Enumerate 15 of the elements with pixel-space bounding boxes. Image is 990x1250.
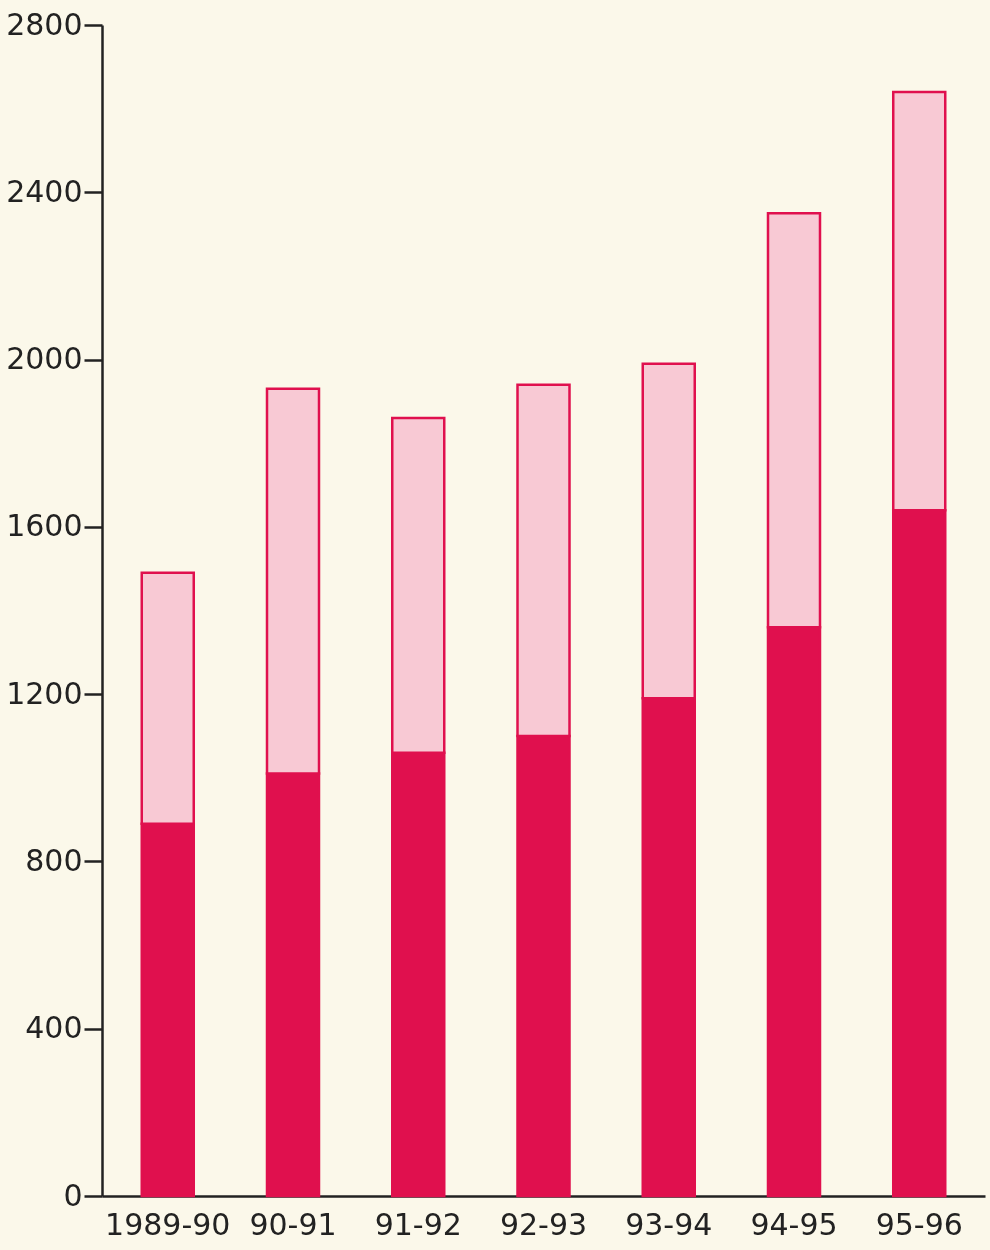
x-tick-label: 1989-90	[105, 1206, 231, 1242]
y-tick-label: 2800	[6, 6, 83, 42]
y-tick-label: 400	[25, 1010, 83, 1046]
x-tick-label: 92-93	[499, 1206, 588, 1242]
x-tick-label: 93-94	[625, 1206, 713, 1242]
y-tick-label: 1600	[6, 508, 83, 544]
x-tick-label: 95-96	[875, 1206, 963, 1242]
x-tick-label: 94-95	[750, 1206, 838, 1242]
y-tick-label: 2000	[6, 341, 83, 377]
y-tick-label: 0	[63, 1177, 83, 1213]
x-tick-label: 90-91	[249, 1206, 337, 1242]
y-tick-label: 2400	[6, 173, 83, 209]
x-tick-label: 91-92	[374, 1206, 462, 1242]
y-tick-label: 1200	[6, 675, 83, 711]
y-tick-label: 800	[25, 842, 83, 878]
